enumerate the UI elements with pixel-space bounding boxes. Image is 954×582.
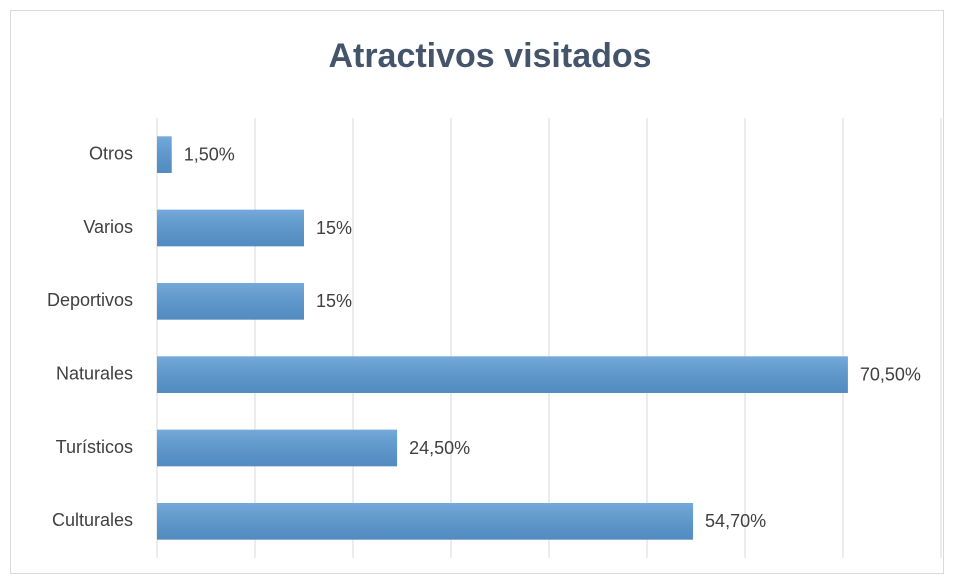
bar: [157, 356, 848, 393]
y-tick-label: Naturales: [56, 363, 133, 383]
data-label: 15%: [316, 291, 352, 311]
bar: [157, 283, 304, 320]
bar: [157, 209, 304, 247]
y-tick-label: Otros: [89, 143, 133, 163]
y-tick-label: Culturales: [52, 510, 133, 530]
data-label: 54,70%: [705, 511, 766, 531]
bar: [157, 503, 694, 540]
data-label: 1,50%: [184, 144, 235, 164]
y-tick-label: Varios: [83, 217, 133, 237]
chart-title: Atractivos visitados: [328, 37, 651, 75]
bar: [157, 429, 398, 467]
y-tick-label: Turísticos: [56, 437, 133, 457]
bar: [157, 136, 172, 173]
y-tick-label: Deportivos: [47, 290, 133, 310]
data-label: 24,50%: [409, 438, 470, 458]
data-label: 70,50%: [860, 364, 921, 384]
data-label: 15%: [316, 218, 352, 238]
chart-frame: [10, 10, 944, 574]
